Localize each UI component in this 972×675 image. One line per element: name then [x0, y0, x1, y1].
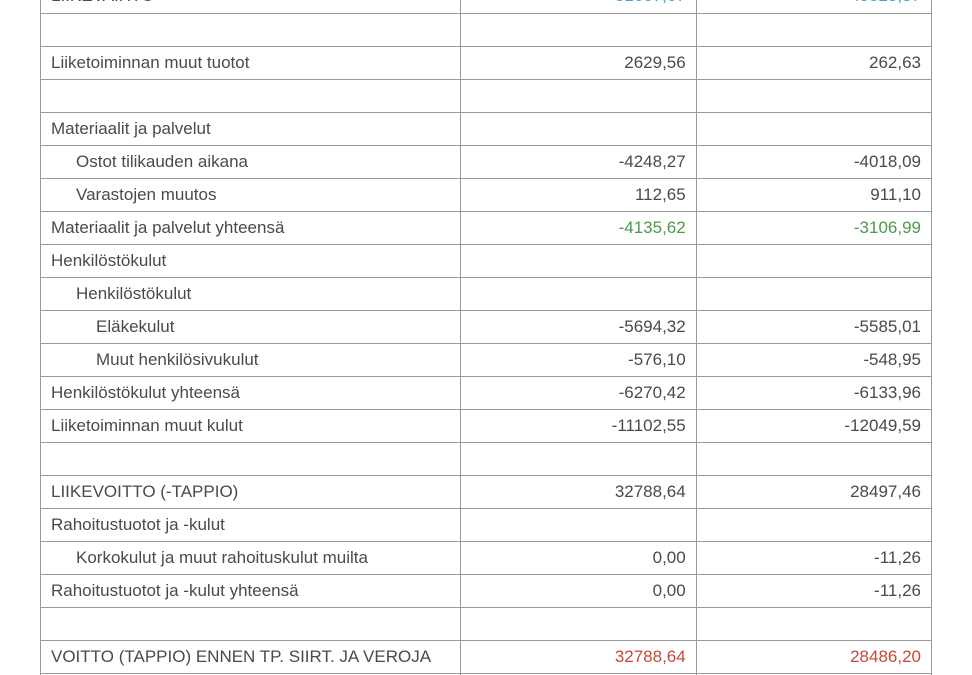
- table-row: Materiaalit ja palvelut yhteensä-4135,62…: [41, 211, 932, 244]
- table-row: VOITTO (TAPPIO) ENNEN TP. SIIRT. JA VERO…: [41, 640, 932, 673]
- table-row: Rahoitustuotot ja -kulut yhteensä0,00-11…: [41, 574, 932, 607]
- row-value-1: [461, 79, 696, 112]
- row-value-1: -4248,27: [461, 145, 696, 178]
- row-value-1: 51667,67: [461, 0, 696, 13]
- table-row: Muut henkilösivukulut-576,10-548,95: [41, 343, 932, 376]
- row-label: LIIKEVAIHTO: [41, 0, 461, 13]
- row-label: Liiketoiminnan muut kulut: [41, 409, 461, 442]
- row-value-2: -5585,01: [696, 310, 931, 343]
- row-value-1: -6270,42: [461, 376, 696, 409]
- row-label: [41, 442, 461, 475]
- row-label: Ostot tilikauden aikana: [41, 145, 461, 178]
- table-row: [41, 13, 932, 46]
- row-label: Muut henkilösivukulut: [41, 343, 461, 376]
- row-value-1: [461, 607, 696, 640]
- row-value-2: -4018,09: [696, 145, 931, 178]
- table-row: Liiketoiminnan muut tuotot2629,56262,63: [41, 46, 932, 79]
- row-label: Liiketoiminnan muut tuotot: [41, 46, 461, 79]
- row-value-2: 49525,37: [696, 0, 931, 13]
- row-label: Rahoitustuotot ja -kulut yhteensä: [41, 574, 461, 607]
- row-value-2: [696, 79, 931, 112]
- row-value-2: -11,26: [696, 574, 931, 607]
- table-row: Henkilöstökulut: [41, 277, 932, 310]
- row-value-2: -12049,59: [696, 409, 931, 442]
- table-row: LIIKEVAIHTO51667,6749525,37: [41, 0, 932, 13]
- row-value-2: -11,26: [696, 541, 931, 574]
- row-label: Henkilöstökulut yhteensä: [41, 376, 461, 409]
- row-value-1: -576,10: [461, 343, 696, 376]
- table-wrapper: LIIKEVAIHTO51667,6749525,37 Liiketoiminna…: [0, 0, 972, 675]
- row-value-1: [461, 277, 696, 310]
- table-row: LIIKEVOITTO (-TAPPIO)32788,6428497,46: [41, 475, 932, 508]
- row-value-2: -6133,96: [696, 376, 931, 409]
- row-value-1: 112,65: [461, 178, 696, 211]
- row-label: [41, 607, 461, 640]
- row-label: VOITTO (TAPPIO) ENNEN TP. SIIRT. JA VERO…: [41, 640, 461, 673]
- table-row: Eläkekulut-5694,32-5585,01: [41, 310, 932, 343]
- row-value-2: -548,95: [696, 343, 931, 376]
- table-row: Varastojen muutos112,65911,10: [41, 178, 932, 211]
- row-label: Varastojen muutos: [41, 178, 461, 211]
- row-value-2: [696, 244, 931, 277]
- row-value-2: [696, 13, 931, 46]
- row-label: Materiaalit ja palvelut: [41, 112, 461, 145]
- row-label: Eläkekulut: [41, 310, 461, 343]
- row-value-1: 0,00: [461, 541, 696, 574]
- row-value-1: 32788,64: [461, 640, 696, 673]
- row-label: [41, 13, 461, 46]
- row-value-2: 911,10: [696, 178, 931, 211]
- row-value-1: 32788,64: [461, 475, 696, 508]
- row-value-2: [696, 607, 931, 640]
- row-label: Henkilöstökulut: [41, 244, 461, 277]
- table-body: LIIKEVAIHTO51667,6749525,37 Liiketoiminna…: [41, 0, 932, 675]
- income-statement-table: LIIKEVAIHTO51667,6749525,37 Liiketoiminna…: [40, 0, 932, 675]
- table-row: Henkilöstökulut yhteensä-6270,42-6133,96: [41, 376, 932, 409]
- row-value-1: -5694,32: [461, 310, 696, 343]
- table-row: Rahoitustuotot ja -kulut: [41, 508, 932, 541]
- table-row: [41, 442, 932, 475]
- table-row: Korkokulut ja muut rahoituskulut muilta0…: [41, 541, 932, 574]
- row-value-2: [696, 112, 931, 145]
- row-value-2: 28497,46: [696, 475, 931, 508]
- table-row: Materiaalit ja palvelut: [41, 112, 932, 145]
- table-row: Ostot tilikauden aikana-4248,27-4018,09: [41, 145, 932, 178]
- row-value-2: -3106,99: [696, 211, 931, 244]
- row-label: Henkilöstökulut: [41, 277, 461, 310]
- row-value-2: [696, 508, 931, 541]
- row-value-1: -11102,55: [461, 409, 696, 442]
- row-value-1: 2629,56: [461, 46, 696, 79]
- table-row: [41, 79, 932, 112]
- row-label: [41, 79, 461, 112]
- row-label: Korkokulut ja muut rahoituskulut muilta: [41, 541, 461, 574]
- row-label: Rahoitustuotot ja -kulut: [41, 508, 461, 541]
- row-value-1: [461, 13, 696, 46]
- row-label: LIIKEVOITTO (-TAPPIO): [41, 475, 461, 508]
- row-value-2: 28486,20: [696, 640, 931, 673]
- table-row: Henkilöstökulut: [41, 244, 932, 277]
- row-value-1: [461, 442, 696, 475]
- row-value-1: [461, 244, 696, 277]
- row-value-2: [696, 442, 931, 475]
- table-row: Liiketoiminnan muut kulut-11102,55-12049…: [41, 409, 932, 442]
- row-value-1: -4135,62: [461, 211, 696, 244]
- row-value-2: [696, 277, 931, 310]
- row-value-1: [461, 508, 696, 541]
- row-value-1: 0,00: [461, 574, 696, 607]
- row-label: Materiaalit ja palvelut yhteensä: [41, 211, 461, 244]
- row-value-1: [461, 112, 696, 145]
- row-value-2: 262,63: [696, 46, 931, 79]
- table-row: [41, 607, 932, 640]
